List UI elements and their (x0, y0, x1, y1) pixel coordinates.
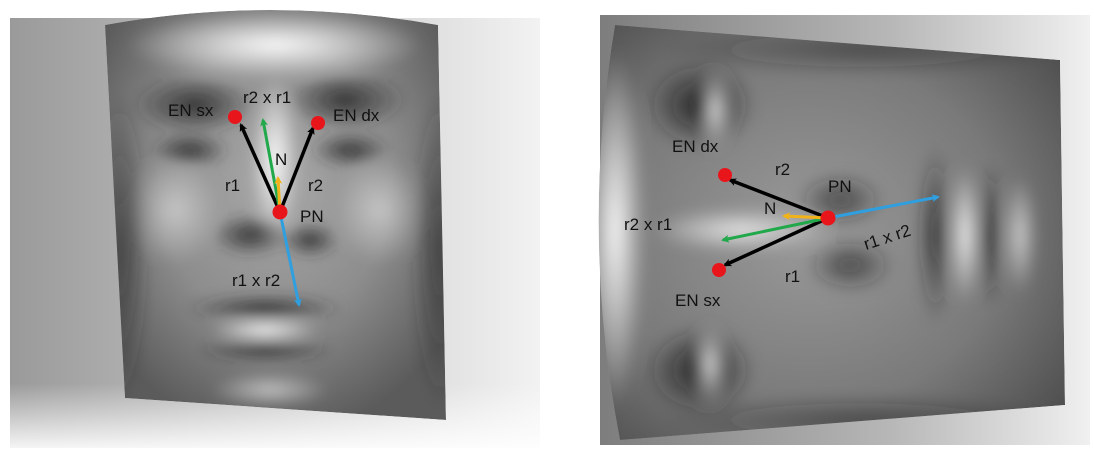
label-en-dx: EN dx (333, 106, 380, 125)
label-r2-cross-r1: r2 x r1 (624, 215, 672, 234)
landmark-en-dx (718, 168, 732, 182)
vector-r2-cross-r1 (260, 118, 282, 213)
vector-r1 (239, 123, 282, 213)
label-en-dx: EN dx (672, 137, 719, 156)
vector-r2 (728, 178, 829, 220)
label-pn: PN (300, 207, 324, 226)
label-r2: r2 (775, 160, 790, 179)
vector-r2-cross-r1 (721, 216, 829, 243)
label-r1-cross-r2: r1 x r2 (232, 271, 280, 290)
bottom-face-panel: EN dx r2 PN N r2 x r1 r1 x r2 r1 EN sx (560, 0, 1094, 449)
label-r2-cross-r1: r2 x r1 (243, 88, 291, 107)
label-en-sx: EN sx (168, 101, 214, 120)
frontal-face-figure: EN sx EN dx r2 x r1 N r1 r2 PN r1 x r2 (10, 10, 540, 448)
landmark-en-dx (311, 116, 325, 130)
landmark-pn (272, 204, 288, 220)
landmark-en-sx (228, 110, 242, 124)
label-n: N (764, 199, 776, 218)
label-pn: PN (828, 177, 852, 196)
vector-r1-cross-r2 (827, 194, 940, 220)
vector-r2 (278, 126, 315, 213)
label-en-sx: EN sx (675, 291, 721, 310)
vector-r1 (723, 216, 829, 267)
label-r1: r1 (785, 267, 800, 286)
landmark-pn (820, 210, 836, 226)
label-r2: r2 (308, 176, 323, 195)
label-r1: r1 (225, 176, 240, 195)
bottom-face-figure: EN dx r2 PN N r2 x r1 r1 x r2 r1 EN sx (598, 15, 1090, 445)
frontal-face-panel: EN sx EN dx r2 x r1 N r1 r2 PN r1 x r2 (0, 0, 545, 449)
face-mesh-bottom (598, 25, 1065, 440)
landmark-en-sx (712, 263, 726, 277)
vector-r1-cross-r2 (278, 211, 302, 307)
label-n: N (275, 150, 287, 169)
